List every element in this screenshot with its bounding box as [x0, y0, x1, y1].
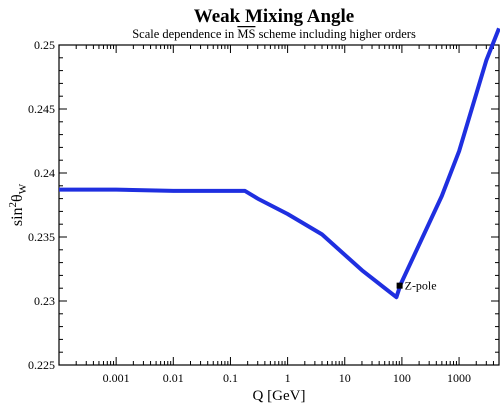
x-axis-label: Q [GeV]	[253, 388, 306, 404]
chart-title: Weak Mixing Angle	[194, 6, 354, 27]
y-label-prefix: sin	[9, 207, 26, 226]
y-label-power: 2	[7, 202, 19, 208]
y-tick-label: 0.25	[34, 38, 55, 52]
x-tick-label: 0.1	[223, 371, 238, 385]
y-tick-label: 0.245	[28, 102, 55, 116]
x-tick-label: 1000	[447, 371, 471, 385]
y-axis-label: sin2θW	[7, 183, 29, 226]
series-line	[59, 27, 500, 300]
z-pole-label: Z-pole	[405, 279, 437, 293]
subtitle-before: Scale dependence in	[132, 27, 237, 41]
y-tick-label: 0.23	[34, 294, 55, 308]
x-tick-label: 10	[339, 371, 351, 385]
y-tick-label: 0.24	[34, 166, 55, 180]
subtitle-overlined: MS	[237, 27, 255, 41]
y-tick-label: 0.225	[28, 358, 55, 372]
x-tick-label: 100	[393, 371, 411, 385]
z-pole-marker	[396, 282, 403, 289]
x-tick-label: 0.01	[163, 371, 184, 385]
plot-frame	[58, 44, 500, 366]
y-label-symbol: θ	[9, 194, 26, 202]
x-tick-label: 1	[285, 371, 291, 385]
x-axis-ticks: 0.001 0.01 0.1 1 10 100 1000	[58, 45, 500, 385]
x-tick-label: 0.001	[103, 371, 130, 385]
y-tick-label: 0.235	[28, 230, 55, 244]
subtitle-after: scheme including higher orders	[255, 27, 416, 41]
annotation-layer: Z-pole	[396, 279, 437, 293]
y-axis-ticks: 0.225 0.23 0.235 0.24 0.245 0.25	[28, 38, 499, 372]
chart-subtitle: Scale dependence in MS scheme including …	[132, 27, 416, 41]
series-layer	[59, 27, 500, 300]
y-label-subscript: W	[17, 183, 29, 194]
